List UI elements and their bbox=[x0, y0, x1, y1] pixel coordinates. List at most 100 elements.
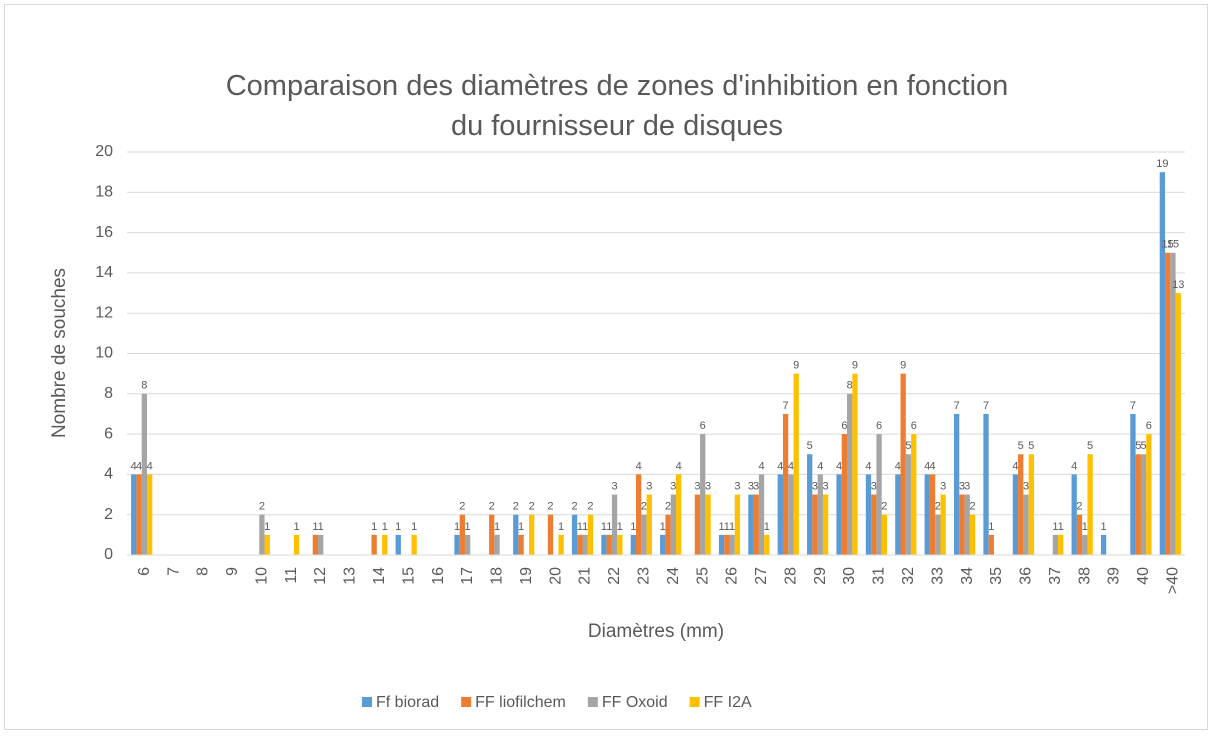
legend-label: FF I2A bbox=[704, 694, 752, 711]
bar bbox=[959, 494, 965, 555]
bar bbox=[293, 534, 300, 555]
data-label: 9 bbox=[900, 360, 906, 372]
bar bbox=[312, 534, 319, 555]
y-tick-label: 16 bbox=[95, 224, 113, 241]
legend-swatch bbox=[689, 697, 700, 707]
bar bbox=[1170, 252, 1176, 555]
bar bbox=[1130, 413, 1136, 555]
bar bbox=[547, 514, 554, 555]
bar bbox=[670, 494, 676, 555]
data-label: 1 bbox=[382, 521, 388, 533]
bar bbox=[641, 514, 647, 555]
data-label: 1 bbox=[606, 521, 612, 533]
data-label: 2 bbox=[259, 501, 265, 513]
bar bbox=[577, 534, 583, 555]
data-label: 1 bbox=[577, 521, 583, 533]
x-tick-label: 16 bbox=[430, 567, 447, 585]
x-tick-label: 19 bbox=[518, 567, 535, 585]
bar bbox=[582, 534, 588, 555]
data-label: 5 bbox=[1087, 440, 1093, 452]
data-label: 3 bbox=[734, 480, 740, 492]
x-tick-label: 27 bbox=[753, 567, 770, 585]
data-label: 2 bbox=[587, 501, 593, 513]
data-label: 2 bbox=[665, 501, 671, 513]
bar bbox=[146, 474, 153, 555]
data-label: 1 bbox=[630, 521, 636, 533]
data-label: 6 bbox=[1146, 420, 1152, 432]
chart-title: Comparaison des diamètres de zones d'inh… bbox=[226, 70, 1009, 142]
data-label: 5 bbox=[1135, 440, 1141, 452]
bar bbox=[1018, 454, 1024, 555]
y-tick-label: 12 bbox=[95, 304, 113, 321]
bar bbox=[935, 514, 941, 555]
bar bbox=[264, 534, 270, 555]
data-label: 1 bbox=[558, 521, 564, 533]
bar bbox=[675, 474, 682, 555]
bar bbox=[807, 454, 813, 555]
x-tick-label: 10 bbox=[253, 567, 270, 585]
data-label: 4 bbox=[929, 460, 935, 472]
bar bbox=[601, 534, 607, 555]
data-label: 6 bbox=[841, 420, 847, 432]
x-tick-label: 26 bbox=[724, 567, 741, 585]
bar bbox=[983, 413, 989, 555]
bar bbox=[881, 514, 888, 555]
x-tick-label: 8 bbox=[195, 567, 212, 576]
data-label: 4 bbox=[777, 460, 783, 472]
bar bbox=[788, 474, 794, 555]
y-tick-label: 2 bbox=[104, 506, 113, 523]
bar bbox=[318, 534, 324, 555]
data-label: 6 bbox=[700, 420, 706, 432]
legend-label: FF liofilchem bbox=[475, 694, 566, 711]
bar bbox=[1076, 514, 1083, 555]
bar bbox=[1165, 252, 1171, 555]
bar bbox=[911, 434, 917, 555]
bar bbox=[852, 373, 858, 555]
bar bbox=[660, 534, 666, 555]
x-tick-label: 29 bbox=[812, 567, 829, 585]
data-label: 2 bbox=[641, 501, 647, 513]
bar bbox=[411, 534, 417, 555]
data-label: 2 bbox=[489, 501, 495, 513]
bar bbox=[1146, 434, 1152, 555]
x-tick-label: 37 bbox=[1047, 567, 1064, 585]
data-label: 6 bbox=[911, 420, 917, 432]
bar bbox=[694, 494, 701, 555]
bar bbox=[793, 373, 799, 555]
bar bbox=[700, 434, 706, 555]
data-label: 2 bbox=[881, 501, 887, 513]
data-label: 1 bbox=[1101, 521, 1107, 533]
data-label: 1 bbox=[395, 521, 401, 533]
x-tick-label: 34 bbox=[959, 567, 976, 585]
data-label: 1 bbox=[494, 521, 500, 533]
data-label: 1 bbox=[1058, 521, 1064, 533]
data-label: 15 bbox=[1162, 239, 1174, 251]
bar bbox=[969, 514, 976, 555]
bar bbox=[1058, 534, 1064, 555]
data-label: 7 bbox=[954, 400, 960, 412]
data-label: 3 bbox=[748, 480, 754, 492]
data-label: 2 bbox=[529, 501, 535, 513]
data-label: 4 bbox=[836, 460, 842, 472]
legend-label: Ff biorad bbox=[376, 694, 439, 711]
legend-swatch bbox=[362, 697, 372, 707]
data-label: 1 bbox=[294, 521, 300, 533]
data-label: 15 bbox=[1167, 239, 1179, 251]
data-label: 1 bbox=[729, 521, 735, 533]
data-label: 4 bbox=[895, 460, 901, 472]
data-label: 4 bbox=[788, 460, 794, 472]
bar bbox=[1028, 454, 1034, 555]
y-tick-label: 0 bbox=[104, 546, 113, 563]
x-tick-label: 21 bbox=[577, 567, 594, 585]
data-label: 1 bbox=[518, 521, 524, 533]
data-label: 3 bbox=[612, 480, 618, 492]
bar bbox=[1023, 494, 1029, 555]
legend-swatch bbox=[587, 697, 598, 707]
data-label: 1 bbox=[454, 521, 460, 533]
data-label: 5 bbox=[1141, 440, 1147, 452]
legend-swatch bbox=[461, 697, 472, 707]
x-tick-label: 20 bbox=[547, 567, 564, 585]
bar bbox=[900, 373, 906, 555]
x-tick-label: 6 bbox=[136, 567, 153, 576]
bar bbox=[464, 534, 471, 555]
